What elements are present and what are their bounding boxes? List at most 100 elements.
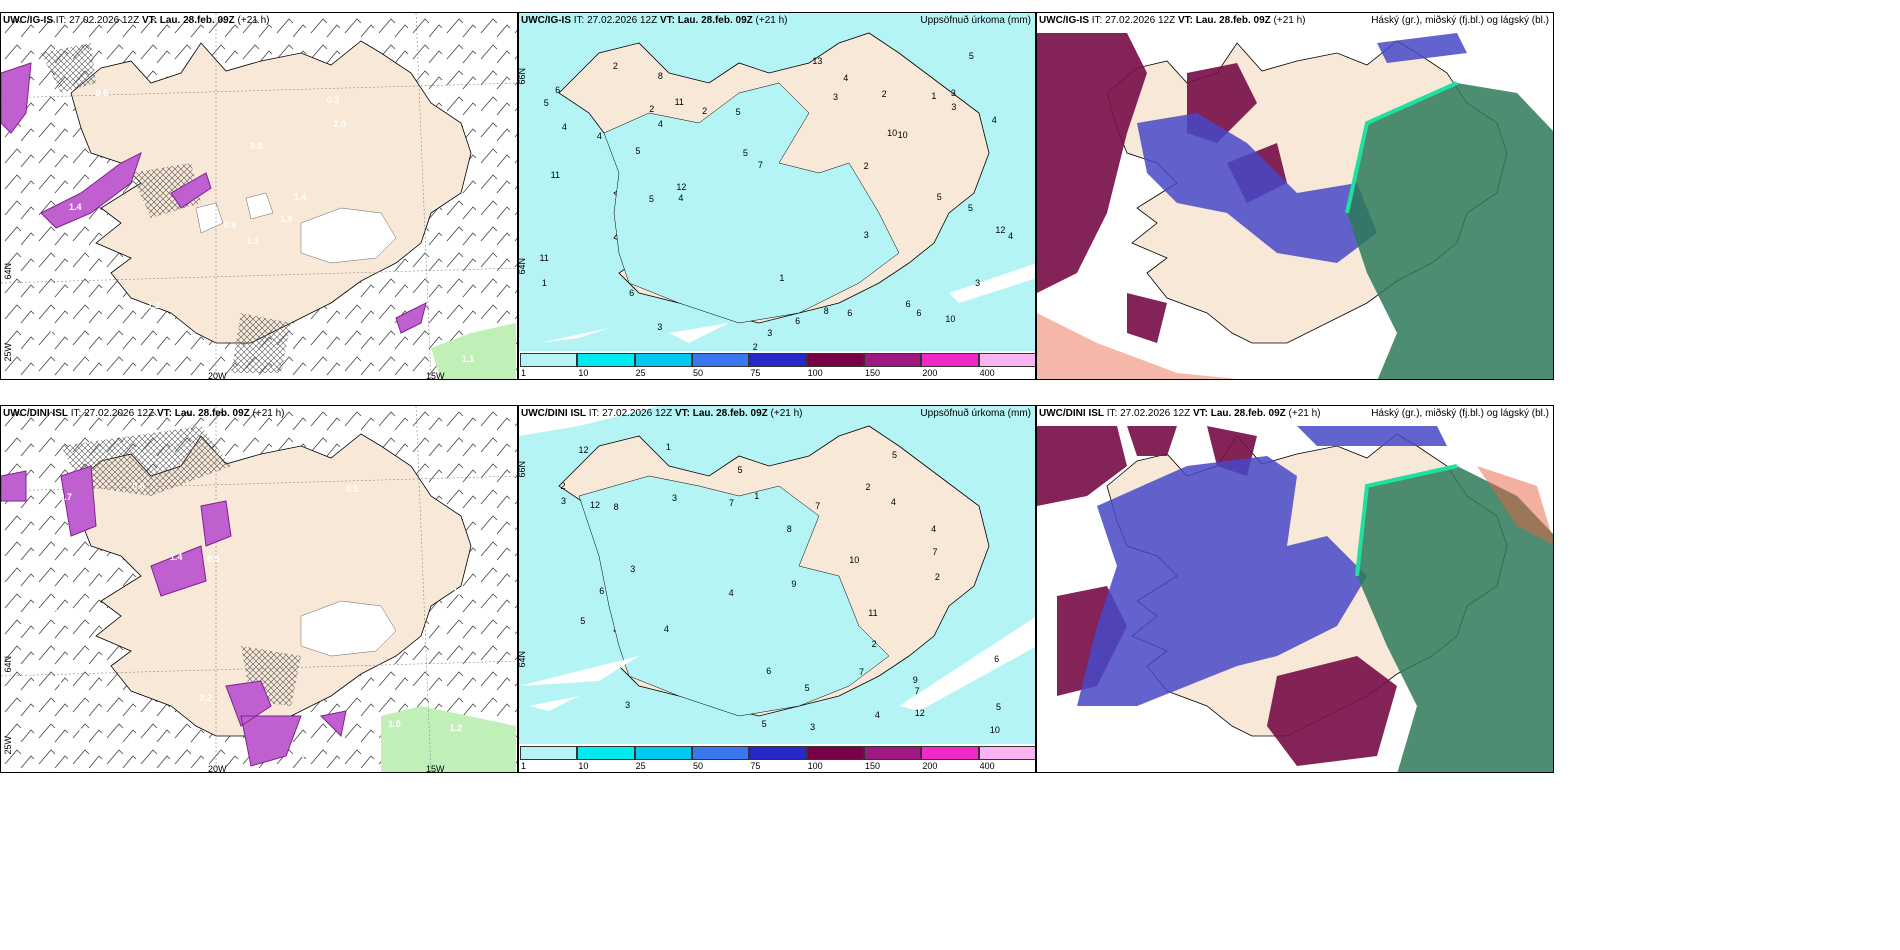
wind-gust-value: 0.5 (207, 553, 220, 564)
precip-value: 4 (596, 130, 602, 141)
panel-header: UWC/IG-IS IT: 27.02.2026 12Z VT: Lau. 28… (3, 15, 270, 26)
precip-value: 10 (945, 314, 956, 325)
lon-label: 15W (426, 371, 445, 380)
precip-panel-bottom: UWC/DINI ISL IT: 27.02.2026 12Z VT: Lau.… (518, 405, 1036, 773)
precip-value: 4 (1008, 230, 1014, 241)
wind-gust-value: 1.1 (461, 354, 475, 365)
colorbar-tick-label: 50 (693, 368, 704, 378)
precip-value: 6 (916, 308, 922, 319)
wind-gust-value: 1.3 (301, 748, 314, 759)
precip-value: 3 (832, 92, 838, 103)
precip-value: 3 (657, 322, 663, 333)
green-band (381, 706, 516, 772)
precip-value: 6 (629, 288, 635, 299)
precip-value: 12 (676, 181, 687, 192)
gust-band (1, 62, 427, 334)
wind-gust-value: 1.4 (293, 192, 307, 203)
colorbar: 1 10 25 50 75 100 150 200 400 (519, 744, 1035, 772)
cloud-panel-top: UWC/IG-IS IT: 27.02.2026 12Z VT: Lau. 28… (1036, 12, 1554, 380)
precip-value: 8 (786, 524, 792, 535)
precip-value: 6 (847, 307, 853, 318)
lon-label: 25W (3, 736, 13, 755)
cloud-map-top (1037, 13, 1553, 379)
precip-value: 10 (897, 130, 908, 141)
wind-gust-value: 1.4 (437, 620, 451, 631)
panel-header: UWC/DINI ISL IT: 27.02.2026 12Z VT: Lau.… (3, 408, 285, 419)
precip-value: 4 (728, 588, 734, 599)
precip-over-land (603, 82, 900, 324)
cloud-title: Háský (gr.), miðský (fj.bl.) og lágský (… (1371, 408, 1549, 419)
colorbar-tick-label: 10 (578, 761, 589, 771)
precip-value: 5 (735, 107, 741, 118)
colorbar-tick-label: 400 (979, 761, 995, 771)
colorbar-tick-label: 400 (979, 368, 995, 378)
precip-value: 7 (728, 497, 734, 508)
glacier-small (195, 192, 274, 234)
wind-gust-value: 0.3 (59, 680, 72, 691)
precip-value: 5 (635, 145, 641, 156)
wind-gust-value: 0.9 (53, 508, 66, 519)
colorbar-tick-label: 50 (693, 761, 704, 771)
precip-value: 5 (580, 616, 586, 627)
precip-value: 6 (905, 298, 911, 309)
green-band (431, 323, 516, 379)
precip-value: 2 (934, 572, 940, 583)
precip-value: 2 (881, 89, 887, 100)
colorbar-swatch (520, 746, 578, 760)
colorbar-swatch (692, 353, 750, 367)
panel-header: UWC/DINI ISL IT: 27.02.2026 12Z VT: Lau.… (1039, 408, 1321, 419)
lon-label: 20W (208, 371, 227, 380)
precip-value: 12 (590, 499, 601, 510)
mid-cloud (1137, 33, 1467, 263)
precip-value: 3 (950, 87, 956, 98)
precip-value: 4 (991, 114, 997, 125)
lon-label: 25W (3, 343, 13, 362)
colorbar-tick-label: 25 (635, 761, 646, 771)
colorbar-tick-label: 200 (922, 368, 938, 378)
precip-value: 12 (914, 708, 925, 719)
colorbar-tick-label: 150 (865, 368, 881, 378)
lat-label: 66N (518, 461, 527, 478)
precip-value: 2 (752, 342, 758, 353)
wind-gust-value: 0.7 (59, 491, 72, 502)
precip-over-land (578, 475, 890, 717)
precip-value: 4 (678, 192, 684, 203)
wind-panel-top: UWC/IG-IS IT: 27.02.2026 12Z VT: Lau. 28… (0, 12, 518, 380)
precip-value: 7 (914, 686, 920, 697)
precip-value: 9 (912, 675, 918, 686)
precip-value: 6 (994, 654, 1000, 665)
colorbar-swatch (749, 746, 807, 760)
colorbar-swatch (806, 746, 864, 760)
colorbar-tick-label: 1 (521, 761, 527, 771)
precip-value: 3 (975, 278, 981, 289)
precip-value: 1 (541, 278, 547, 289)
colorbar-swatch (806, 353, 864, 367)
colorbar-swatch (978, 746, 1035, 760)
precip-value: 13 (812, 55, 823, 66)
precip-value: 2 (865, 481, 871, 492)
precip-value: 3 (863, 230, 869, 241)
precip-value: 7 (932, 546, 938, 557)
wind-gust-value: 0.4 (68, 722, 82, 733)
wind-map-bottom (1, 406, 517, 772)
precip-value: 9 (791, 578, 797, 589)
precip-value: 5 (648, 194, 654, 205)
precip-value: 3 (625, 699, 631, 710)
wind-gust-value: 0.6 (132, 481, 145, 491)
precip-value: 5 (543, 97, 549, 108)
wind-gust-value: 1.9 (279, 214, 293, 225)
precip-value: 7 (815, 501, 821, 512)
lon-label: 20W (208, 764, 227, 773)
precip-value: 12 (578, 444, 589, 455)
wind-gust-value: 0.9 (223, 219, 237, 230)
cloud-map-bottom (1037, 406, 1553, 772)
precip-value: 5 (936, 192, 942, 203)
wind-gust-value: 0.3 (326, 95, 340, 106)
hatched-area (61, 426, 301, 706)
precip-value: 5 (995, 702, 1001, 713)
precip-title: Uppsöfnuð úrkoma (mm) (920, 408, 1031, 419)
high-cloud (1037, 426, 1397, 766)
precip-value: 2 (863, 160, 869, 171)
precip-value: 6 (795, 316, 801, 327)
lat-label: 66N (518, 68, 527, 85)
